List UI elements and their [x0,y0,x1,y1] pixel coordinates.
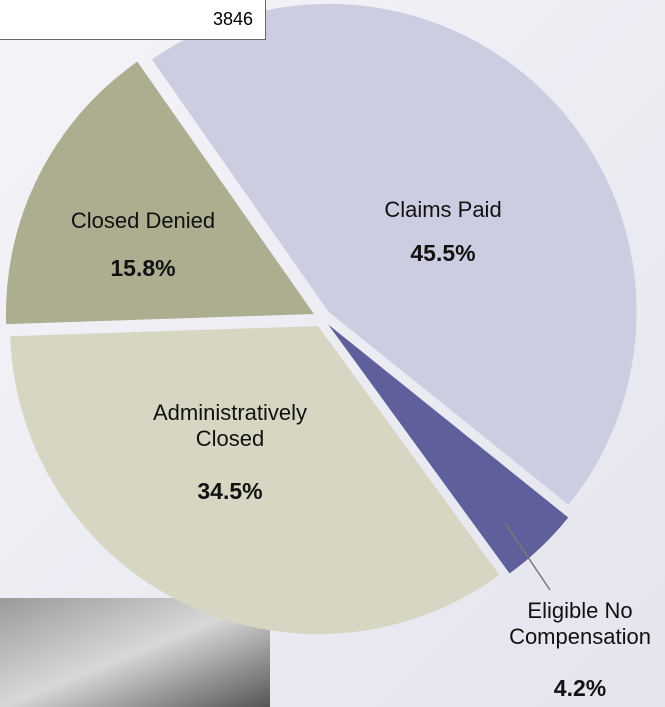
pie-slice [151,3,637,505]
value-label: 34.5% [197,478,263,504]
slice-label: Administratively Closed [152,400,308,452]
value-label: 45.5% [410,240,476,266]
value-label: 15.8% [110,255,176,281]
slice-label: Closed Denied [70,208,216,233]
slice-label: Claims Paid [384,197,502,222]
box-text: 3846 [212,9,253,29]
pie-slice [328,324,569,574]
slice-label: Eligible No Compensation [509,598,651,650]
leader-line [504,522,551,591]
pie-slice [10,326,500,635]
value-label: 4.2% [553,675,607,701]
header-box: 3846 [0,0,266,40]
pie-slice [5,61,314,325]
